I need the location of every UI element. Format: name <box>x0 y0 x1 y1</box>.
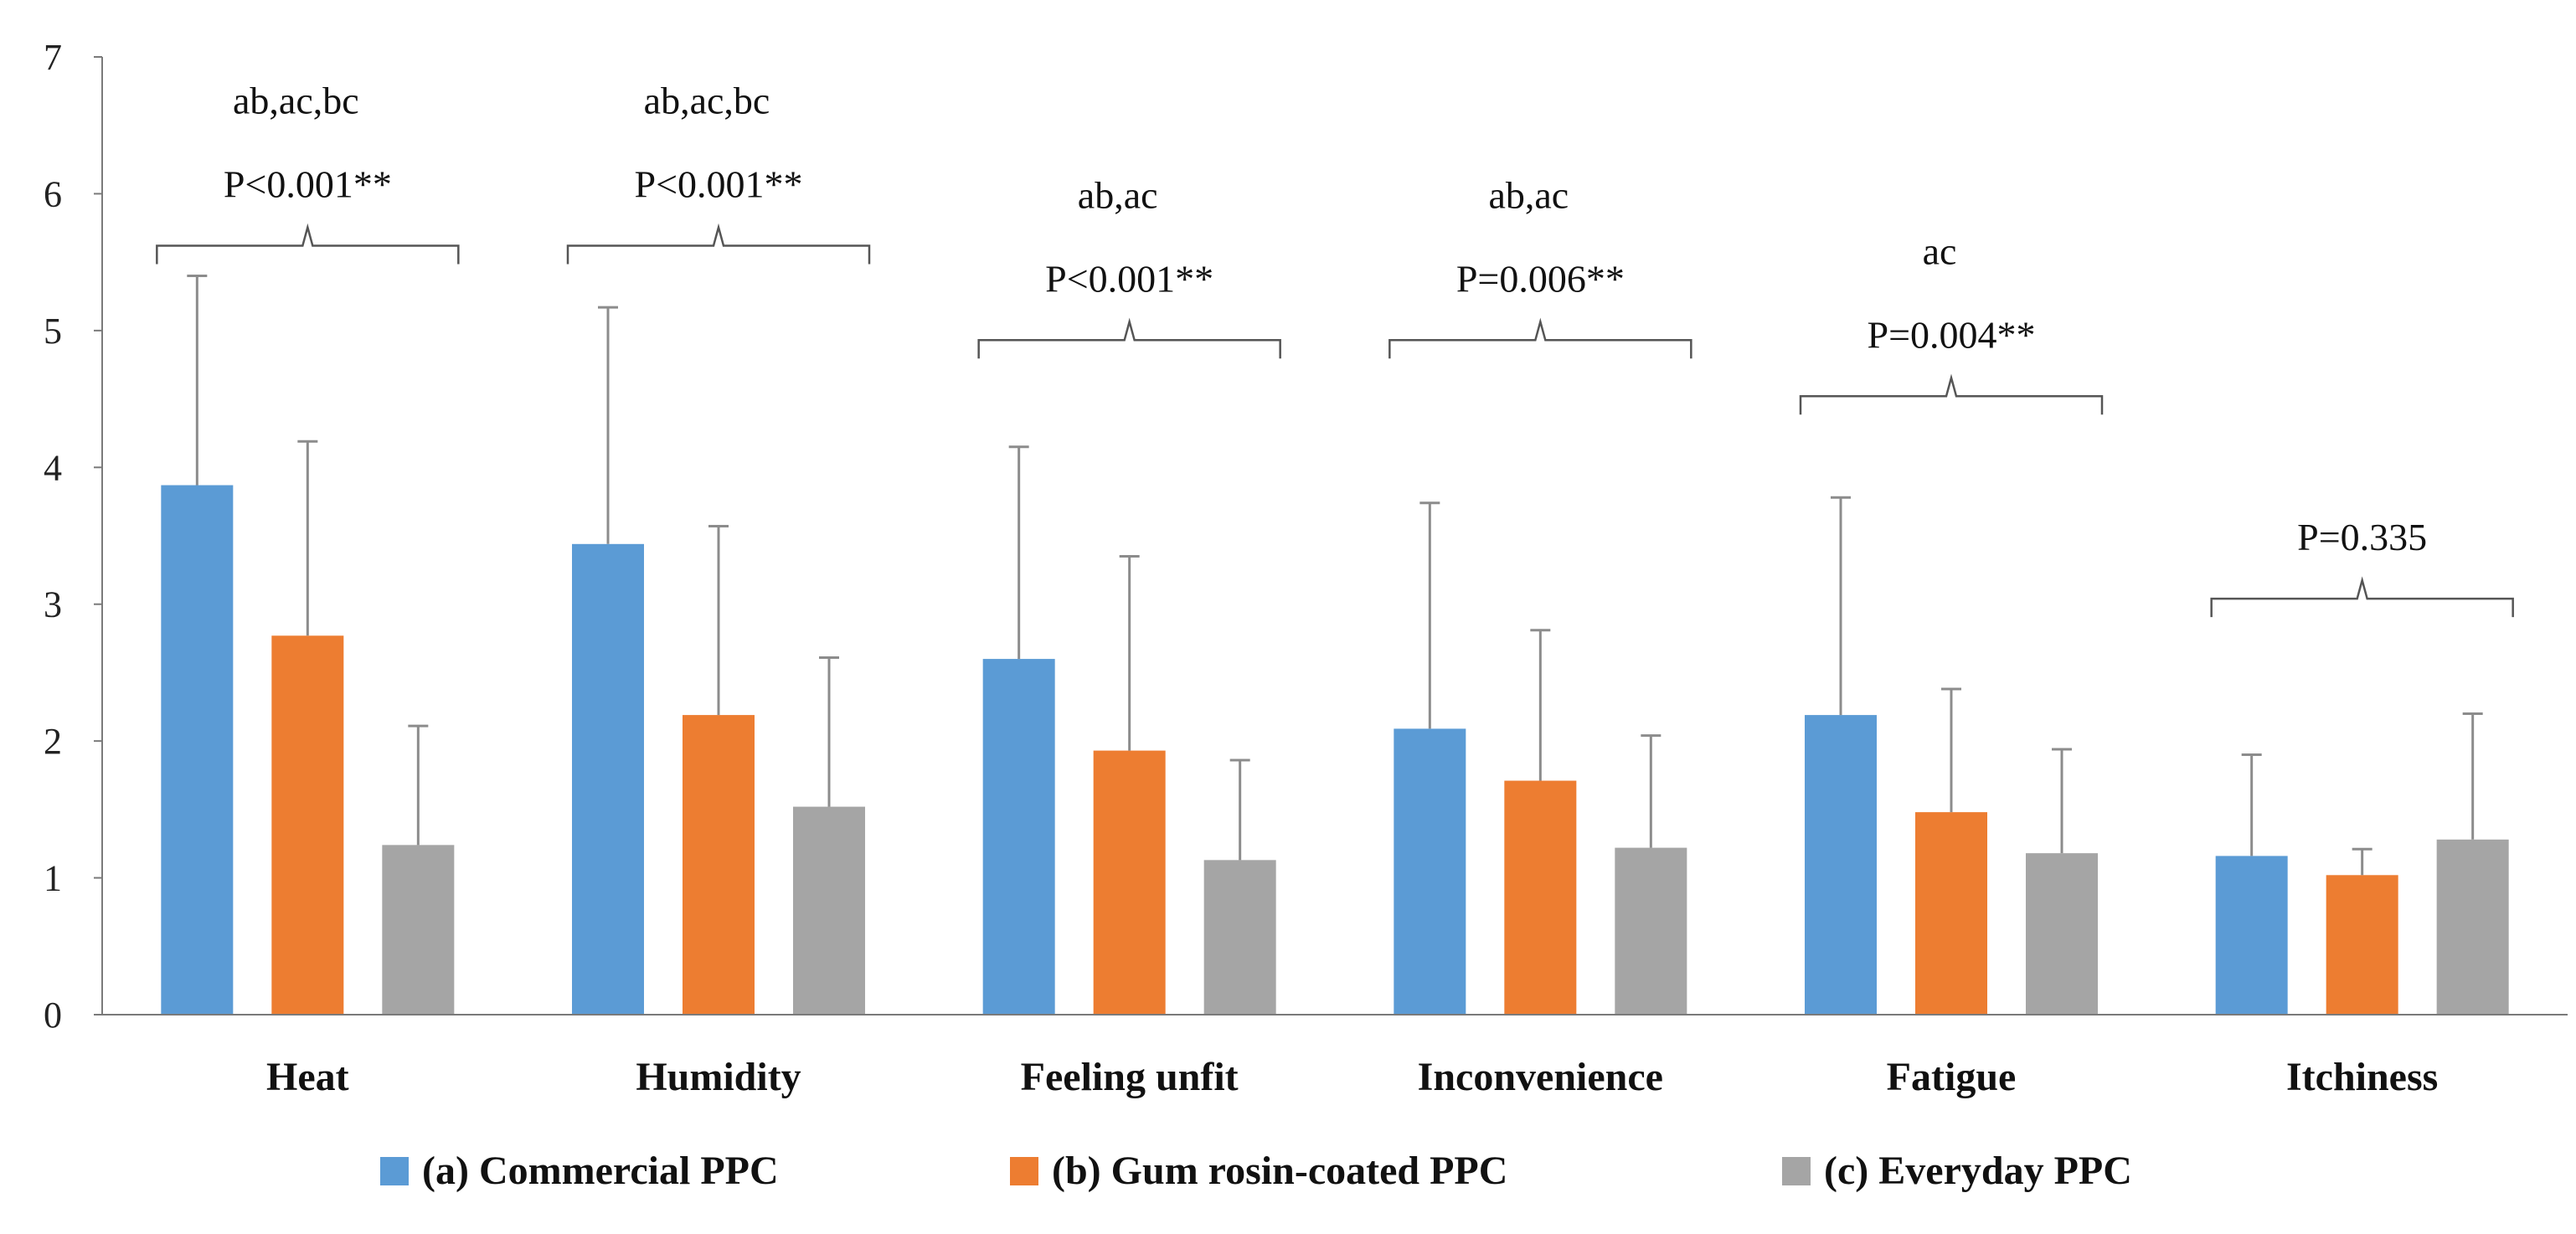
x-category-label: Heat <box>266 1055 349 1099</box>
group-comparison-label: ab,ac <box>1488 173 1569 216</box>
y-tick-label: 1 <box>44 858 62 899</box>
p-value-label: P<0.001** <box>634 163 802 206</box>
error-bars-layer <box>187 274 2483 876</box>
significance-brace <box>1388 317 1692 359</box>
y-tick-label: 4 <box>44 447 62 488</box>
bar <box>572 543 644 1015</box>
x-category-label: Fatigue <box>1887 1055 2017 1099</box>
y-tick-label: 3 <box>44 584 62 625</box>
significance-brace <box>977 317 1281 359</box>
bar <box>982 659 1055 1015</box>
legend-swatch <box>1010 1157 1038 1185</box>
bar <box>683 715 755 1015</box>
y-tick-label: 2 <box>44 721 62 762</box>
y-tick-label: 6 <box>44 173 62 214</box>
bar <box>2215 856 2288 1015</box>
group-comparison-label: ab,ac,bc <box>644 80 770 122</box>
bar <box>1394 728 1466 1015</box>
bar <box>2026 853 2098 1015</box>
bar <box>1615 847 1687 1015</box>
p-value-label: P=0.006** <box>1456 257 1625 300</box>
bar <box>382 845 455 1015</box>
significance-brace <box>2210 576 2514 618</box>
bar <box>271 635 344 1015</box>
group-comparison-label: ab,ac,bc <box>233 80 359 122</box>
y-axis: 0 1 2 3 4 5 6 7 <box>44 37 103 1036</box>
x-category-label: Feeling unfit <box>1021 1055 1239 1099</box>
bar <box>2326 875 2398 1015</box>
y-tick-label: 7 <box>44 37 62 78</box>
significance-brace <box>566 223 871 265</box>
bar <box>1915 812 1987 1015</box>
p-value-label: P=0.335 <box>2297 516 2427 558</box>
bar <box>1203 860 1276 1015</box>
p-value-label: P<0.001** <box>1045 257 1213 300</box>
bar <box>1504 780 1577 1015</box>
p-value-label: P=0.004** <box>1867 313 2035 356</box>
bars-layer <box>161 485 2509 1015</box>
bar <box>1093 750 1166 1015</box>
legend-label: (c) Everyday PPC <box>1824 1149 2132 1193</box>
x-category-label: Humidity <box>636 1055 801 1099</box>
group-comparison-label: ac <box>1923 229 1957 272</box>
p-value-label: P<0.001** <box>224 163 392 206</box>
legend-swatch <box>1782 1157 1811 1185</box>
bar <box>1805 715 1877 1015</box>
x-category-label: Inconvenience <box>1418 1055 1663 1099</box>
annotations-layer: P<0.001** ab,ac,bc P<0.001** ab,ac,bc P<0.00… <box>156 80 2514 618</box>
significance-brace <box>1799 373 2104 415</box>
x-category-label: Itchiness <box>2286 1055 2438 1099</box>
legend-label: (a) Commercial PPC <box>422 1149 779 1193</box>
y-tick-label: 5 <box>44 311 62 352</box>
group-comparison-label: ab,ac <box>1078 173 1158 216</box>
bar <box>161 485 234 1015</box>
y-tick-label: 0 <box>44 995 62 1036</box>
bar <box>2436 839 2509 1015</box>
x-axis: Heat Humidity Feeling unfit Inconvenience Fa… <box>102 1014 2568 1099</box>
legend-swatch <box>380 1157 409 1185</box>
legend-label: (b) Gum rosin-coated PPC <box>1052 1149 1507 1193</box>
legend: (a) Commercial PPC (b) Gum rosin-coated P… <box>380 1149 2132 1193</box>
significance-brace <box>156 223 460 265</box>
bar <box>793 806 865 1015</box>
